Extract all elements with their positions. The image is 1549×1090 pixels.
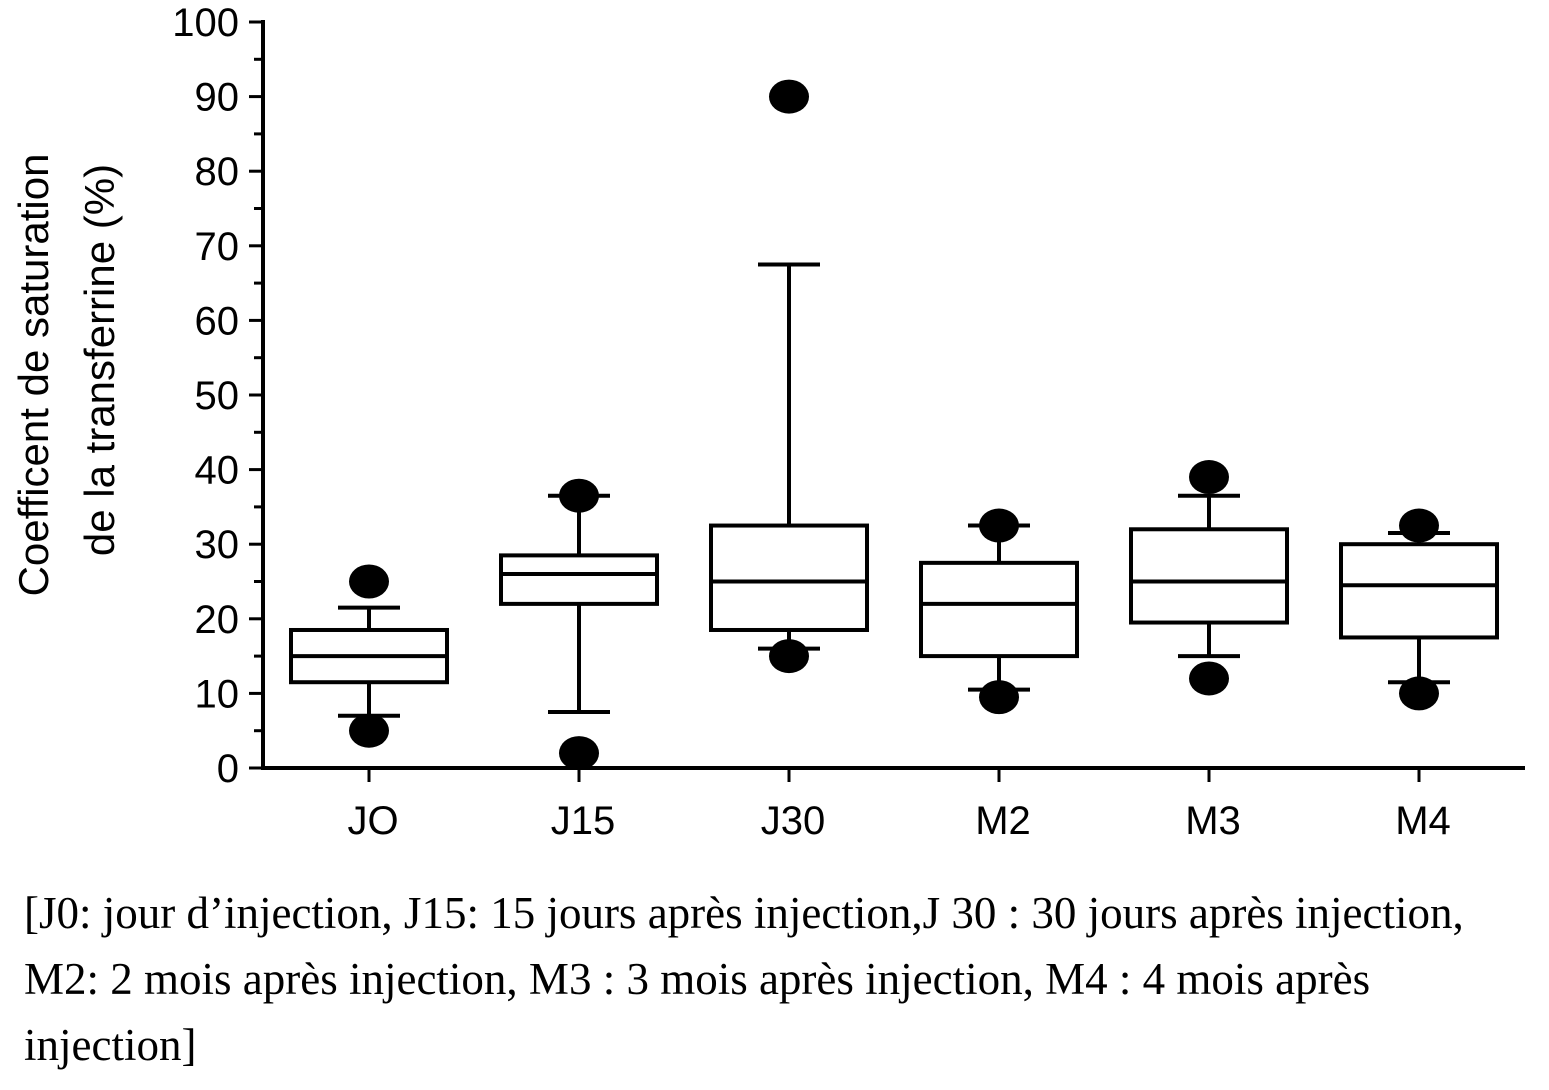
y-axis-ticks: 0 10 20 30 40 50 60 70 80 90 100 <box>172 1 263 791</box>
y-tick-label: 70 <box>195 225 240 269</box>
x-tick-label: M2 <box>975 799 1031 843</box>
outlier-point <box>1189 460 1229 495</box>
x-axis-ticks: JO J15 J30 M2 M3 M4 <box>347 768 1451 843</box>
y-tick-label: 20 <box>195 598 240 642</box>
outlier-point <box>559 736 599 771</box>
outlier-point <box>979 508 1019 543</box>
y-tick-label: 0 <box>217 747 239 791</box>
iqr-box <box>1129 527 1289 625</box>
outlier-point <box>769 79 809 114</box>
y-axis-label-line2: de la transferrine (%) <box>76 164 123 556</box>
x-tick-label: J15 <box>551 799 616 843</box>
outlier-point <box>349 713 389 748</box>
outlier-point <box>1399 508 1439 543</box>
outlier-point <box>559 478 599 513</box>
boxes <box>289 79 1499 771</box>
x-tick-label: M4 <box>1395 799 1451 843</box>
iqr-box <box>1339 542 1499 640</box>
iqr-box <box>499 553 659 606</box>
y-tick-label: 100 <box>172 1 239 45</box>
figure-caption: [J0: jour d’injection, J15: 15 jours apr… <box>24 888 1464 1070</box>
y-tick-label: 30 <box>195 523 240 567</box>
outlier-point <box>349 564 389 599</box>
y-tick-label: 60 <box>195 299 240 343</box>
x-tick-label: JO <box>347 799 398 843</box>
y-tick-label: 90 <box>195 76 240 120</box>
x-tick-label: J30 <box>761 799 826 843</box>
outlier-point <box>1189 661 1229 696</box>
y-axis-label-line1: Coefficent de saturation <box>10 154 57 597</box>
y-tick-label: 50 <box>195 374 240 418</box>
x-tick-label: M3 <box>1185 799 1241 843</box>
y-axis-label: Coefficent de saturation de la transferr… <box>10 154 123 597</box>
y-tick-label: 40 <box>195 449 240 493</box>
y-tick-label: 10 <box>195 672 240 716</box>
outlier-point <box>769 639 809 674</box>
y-tick-label: 80 <box>195 150 240 194</box>
box-plot-chart: Coefficent de saturation de la transferr… <box>10 1 1525 843</box>
outlier-point <box>979 680 1019 715</box>
iqr-box <box>709 523 869 632</box>
axes <box>261 20 1525 770</box>
outlier-point <box>1399 676 1439 711</box>
iqr-box <box>919 560 1079 659</box>
